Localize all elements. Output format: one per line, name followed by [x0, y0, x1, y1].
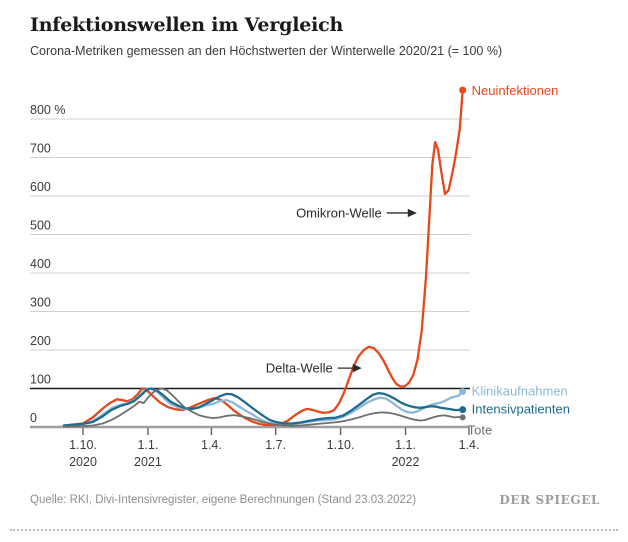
- y-axis-label-400: 400: [30, 257, 51, 271]
- series-label-intensivpatienten: Intensivpatienten: [472, 402, 570, 417]
- der-spiegel-logo: DER SPIEGEL: [499, 493, 600, 507]
- x-axis-label: 1.10.: [327, 438, 355, 452]
- x-axis-label: 1.7.: [265, 438, 286, 452]
- chart-subtitle: Corona-Metriken gemessen an den Höchstwe…: [30, 44, 503, 58]
- x-axis-label: 1.1.: [395, 438, 416, 452]
- series-endpoint-intensivpatienten: [459, 406, 467, 414]
- y-axis-label-200: 200: [30, 334, 51, 348]
- chart-title: Infektionswellen im Vergleich: [30, 14, 344, 36]
- x-axis-year-label: 2021: [134, 455, 162, 469]
- y-axis-label-500: 500: [30, 219, 51, 233]
- annotation-arrowhead-delta-welle: [352, 363, 362, 373]
- series-label-klinikaufnahmen: Klinikaufnahmen: [472, 384, 568, 399]
- annotation-label-omikron-welle: Omikron-Welle: [296, 205, 382, 220]
- bottom-divider: [10, 529, 618, 531]
- series-endpoint-klinikaufnahmen: [459, 388, 467, 396]
- line-chart: 0 100 200 300 400 500 600 700 800 % 1.10. 2020 1.1.…: [30, 83, 570, 469]
- y-axis-label-700: 700: [30, 142, 51, 156]
- x-axis-label: 1.1.: [137, 438, 158, 452]
- annotation-arrowhead-omikron-welle: [407, 208, 417, 218]
- y-axis-label-800: 800 %: [30, 103, 65, 117]
- y-axis-label-600: 600: [30, 180, 51, 194]
- series-line-neuinfektionen: [62, 88, 464, 427]
- series-label-tote: Tote: [468, 422, 493, 437]
- y-axis-label-300: 300: [30, 296, 51, 310]
- x-axis-year-label: 2022: [392, 455, 420, 469]
- y-axis-label-0: 0: [30, 411, 37, 425]
- series-line-tote: [63, 387, 464, 428]
- x-axis-label: 1.10.: [69, 438, 97, 452]
- series-endpoint-neuinfektionen: [459, 86, 467, 94]
- x-axis-label: 1.4.: [459, 438, 480, 452]
- x-axis-label: 1.4.: [201, 438, 222, 452]
- x-axis-year-label: 2020: [69, 455, 97, 469]
- series-line-klinikaufnahmen: [62, 387, 464, 427]
- series-label-neuinfektionen: Neuinfektionen: [472, 83, 559, 98]
- series-line-intensivpatienten: [62, 387, 464, 427]
- annotation-label-delta-welle: Delta-Welle: [266, 361, 333, 376]
- y-axis-label-100: 100: [30, 373, 51, 387]
- source-note: Quelle: RKI, Divi-Intensivregister, eige…: [30, 494, 417, 506]
- series-endpoint-tote: [459, 414, 466, 421]
